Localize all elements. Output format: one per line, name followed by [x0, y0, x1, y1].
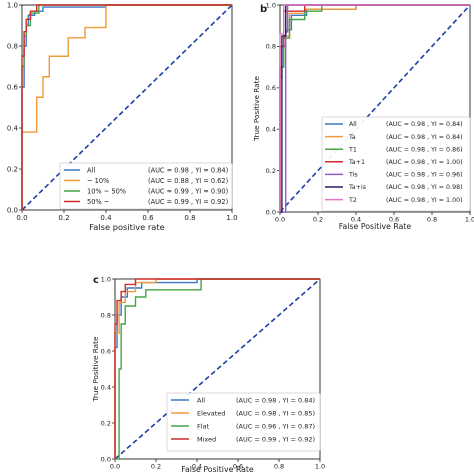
legend-metrics: (AUC = 0.98 , YI = 1.00): [386, 159, 463, 166]
legend-metrics: (AUC = 0.98 , YI = 0.84): [386, 121, 463, 128]
x-tick-label: 0.2: [58, 214, 69, 222]
legend-label: 50% ~: [87, 198, 109, 206]
y-tick-label: 0.8: [266, 43, 276, 51]
chance-diagonal-line: [279, 4, 471, 213]
x-tick-label: 0.2: [313, 216, 323, 224]
y-tick-label: 0.2: [7, 165, 18, 173]
y-tick-label: 0.0: [266, 208, 276, 216]
y-tick-label: 0.6: [266, 84, 276, 92]
x-tick-label: 0.6: [142, 214, 154, 222]
legend-label: Flat: [197, 422, 210, 430]
x-tick-label: 1.0: [226, 214, 237, 222]
x-tick-label: 0.4: [351, 216, 361, 224]
chart-panel-2: 0.0 0.2 0.4 0.6 0.8 1.0 0.0 0.2 0.4 0.6 0.8 1.0 Fals…: [252, 1, 474, 231]
x-tick-label: 0.0: [16, 214, 27, 222]
x-tick-label: 0.0: [110, 463, 120, 471]
y-tick-label: 0.4: [7, 124, 19, 132]
legend-metrics: (AUC = 0.98 , YI = 0.98): [386, 184, 463, 191]
x-tick-label: 0.6: [233, 463, 243, 471]
legend-label: 10% ~ 50%: [87, 187, 126, 195]
x-tick-label: 0.8: [427, 216, 437, 224]
legend-metrics: (AUC = 0.98 , YI = 0.85): [236, 409, 315, 417]
x-tick-label: 0.0: [275, 216, 285, 224]
legend-metrics: (AUC = 0.99 , YI = 0.92): [148, 198, 228, 206]
x-tick-label: 0.4: [192, 463, 202, 471]
x-tick-label: 0.6: [389, 216, 399, 224]
legend-label: Tis: [348, 172, 358, 179]
legend-metrics: (AUC = 0.98 , YI = 0.86): [386, 146, 463, 153]
roc-curve-mixed: [114, 278, 320, 459]
legend-metrics: (AUC = 0.98 , YI = 0.96): [386, 172, 463, 179]
x-tick-label: 0.8: [274, 463, 284, 471]
y-tick-label: 0.8: [7, 42, 18, 50]
legend: All (AUC = 0.98 , YI = 0.84) Ta (AUC = 0.98…: [321, 116, 471, 212]
legend-box: [321, 116, 471, 212]
legend: All (AUC = 0.98 , YI = 0.84) Elevated (AUC …: [166, 392, 321, 452]
y-tick-label: 0.2: [266, 167, 276, 175]
legend-box: [166, 392, 321, 452]
legend-label: All: [349, 121, 357, 128]
legend-metrics: (AUC = 0.98 , YI = 0.84): [148, 166, 228, 174]
roc-curve-all: [21, 4, 232, 210]
x-axis-label: False positive rate: [89, 222, 165, 232]
legend-metrics: (AUC = 0.96 , YI = 0.87): [236, 422, 315, 430]
y-tick-label: 0.0: [7, 206, 18, 214]
legend-label: Elevated: [197, 409, 225, 417]
x-axis-label: False Positive Rate: [181, 465, 254, 474]
x-tick-label: 0.2: [151, 463, 161, 471]
legend-label: T2: [348, 197, 357, 204]
panel-label: c: [93, 275, 99, 286]
panel-label: b: [260, 4, 267, 15]
legend-label: Ta: [348, 134, 356, 141]
legend-label: All: [197, 396, 205, 404]
x-tick-label: 1.0: [465, 216, 474, 224]
y-tick-label: 1.0: [266, 1, 276, 9]
y-tick-label: 0.0: [101, 455, 111, 463]
legend-label: Ta+1: [348, 159, 365, 166]
legend-label: All: [87, 166, 95, 174]
x-tick-label: 0.8: [184, 214, 195, 222]
y-tick-label: 0.6: [7, 83, 19, 91]
legend-metrics: (AUC = 0.98 , YI = 0.84): [236, 396, 315, 404]
chart-panel-3: 0.0 0.2 0.4 0.6 0.8 1.0 0.0 0.2 0.4 0.6 0.8 1.0 Fals…: [91, 275, 325, 474]
y-tick-label: 0.6: [101, 347, 111, 355]
roc-curve-t2: [279, 4, 470, 212]
y-tick-label: 0.2: [101, 419, 111, 427]
legend-label: Mixed: [197, 435, 216, 443]
y-tick-label: 1.0: [7, 1, 18, 9]
y-axis-label: True Positive Rate: [91, 336, 100, 403]
legend-metrics: (AUC = 0.98 , YI = 0.84): [386, 134, 463, 141]
roc-curve-50-: [21, 4, 232, 210]
chance-diagonal-line: [21, 4, 233, 211]
legend: All (AUC = 0.98 , YI = 0.84) ~ 10% (AUC = 0…: [59, 162, 233, 210]
y-tick-label: 1.0: [101, 275, 111, 283]
roc-curve--10-: [21, 4, 232, 210]
roc-curve-all: [114, 278, 320, 459]
legend-label: Ta+is: [348, 184, 366, 191]
y-tick-label: 0.4: [101, 383, 111, 391]
legend-box: [59, 162, 233, 210]
x-axis-label: False Positive Rate: [339, 222, 412, 231]
legend-metrics: (AUC = 0.88 , YI = 0.62): [148, 177, 228, 185]
x-tick-label: 0.4: [100, 214, 112, 222]
chart-panel-1: 0.0 0.2 0.4 0.6 0.8 1.0 0.0 0.2 0.4 0.6 0.8 1.0 Fals…: [7, 1, 238, 232]
y-tick-label: 0.4: [266, 125, 276, 133]
legend-metrics: (AUC = 0.99 , YI = 0.90): [148, 187, 228, 195]
x-tick-label: 1.0: [315, 463, 325, 471]
legend-label: T1: [348, 146, 357, 153]
y-axis-label: True Positive Rate: [252, 75, 261, 142]
legend-label: ~ 10%: [87, 177, 109, 185]
chance-diagonal-line: [114, 278, 321, 460]
legend-metrics: (AUC = 0.99 , YI = 0.92): [236, 435, 315, 443]
legend-metrics: (AUC = 0.98 , YI = 1.00): [386, 197, 463, 204]
y-tick-label: 0.8: [101, 311, 111, 319]
roc-curve-flat: [115, 278, 320, 460]
